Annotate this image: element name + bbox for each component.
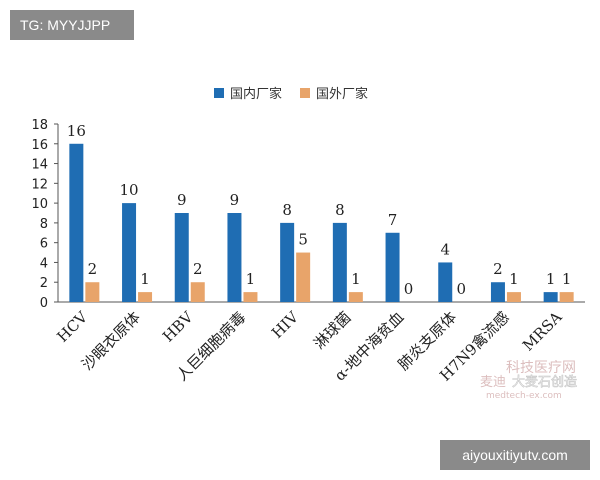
bars (69, 143, 574, 302)
y-tick-label: 0 (40, 296, 48, 311)
data-label: 9 (230, 191, 240, 209)
data-label: 0 (404, 280, 414, 298)
data-label: 2 (88, 260, 98, 278)
bottom-right-badge: aiyouxitiyutv.com (440, 440, 590, 470)
y-tick-label: 4 (40, 256, 48, 271)
bar-domestic (490, 282, 505, 302)
category-label: 淋球菌 (310, 308, 355, 353)
bar-domestic (438, 262, 453, 302)
bar-domestic (280, 222, 295, 302)
data-label: 8 (335, 201, 345, 219)
data-label: 1 (546, 270, 556, 288)
legend-label-foreign: 国外厂家 (316, 86, 368, 102)
data-label: 7 (388, 211, 398, 229)
category-label: HIV (268, 307, 303, 342)
category-label: MRSA (519, 308, 566, 355)
bar-foreign (190, 282, 205, 302)
data-label: 9 (177, 191, 187, 209)
data-label: 0 (456, 280, 466, 298)
y-tick-label: 8 (40, 217, 48, 232)
bar-domestic (385, 232, 400, 302)
data-label: 16 (67, 122, 86, 140)
y-tick-label: 2 (40, 276, 48, 291)
legend-label-domestic: 国内厂家 (230, 86, 282, 102)
bar-domestic (174, 213, 189, 302)
data-label: 4 (440, 240, 450, 258)
bar-foreign (138, 292, 153, 302)
category-label: HCV (53, 307, 92, 346)
bar-foreign (348, 292, 363, 302)
bar-domestic (227, 213, 242, 302)
data-label: 1 (246, 270, 256, 288)
data-label: 5 (298, 231, 308, 249)
watermark-url: medtech-ex.com (486, 391, 562, 401)
bar-domestic (332, 222, 347, 302)
y-tick-label: 14 (31, 158, 48, 173)
data-label: 1 (140, 270, 150, 288)
top-left-badge: TG: MYYJJPP (10, 10, 134, 40)
data-label: 10 (120, 181, 139, 199)
data-label: 2 (493, 260, 503, 278)
bar-foreign (85, 282, 100, 302)
data-label: 1 (562, 270, 572, 288)
data-label: 2 (193, 260, 203, 278)
y-tick-label: 6 (40, 237, 48, 252)
legend-swatch-domestic (214, 88, 224, 98)
y-tick-label: 18 (31, 118, 48, 133)
data-label: 1 (351, 270, 361, 288)
category-label: HBV (159, 307, 197, 345)
data-label: 8 (282, 201, 292, 219)
legend-swatch-foreign (300, 88, 310, 98)
watermark-logo: 科技医疗网 麦迪 medtech-ex.com 大麦石创造 (480, 360, 577, 401)
watermark-text-brand: 麦迪 (480, 375, 506, 390)
y-tick-label: 10 (31, 197, 48, 212)
watermark-seal-text: 大麦石创造 (512, 375, 577, 390)
y-tick-label: 16 (31, 138, 48, 153)
bar-foreign (296, 252, 311, 302)
watermark-text-cn: 科技医疗网 (506, 360, 576, 376)
data-label: 1 (509, 270, 519, 288)
bar-foreign (559, 292, 574, 302)
legend: 国内厂家 国外厂家 (214, 86, 368, 102)
bar-domestic (543, 292, 558, 302)
y-tick-label: 12 (31, 177, 48, 192)
bar-foreign (243, 292, 258, 302)
bar-foreign (506, 292, 521, 302)
bar-domestic (69, 143, 84, 302)
bar-domestic (122, 203, 137, 302)
